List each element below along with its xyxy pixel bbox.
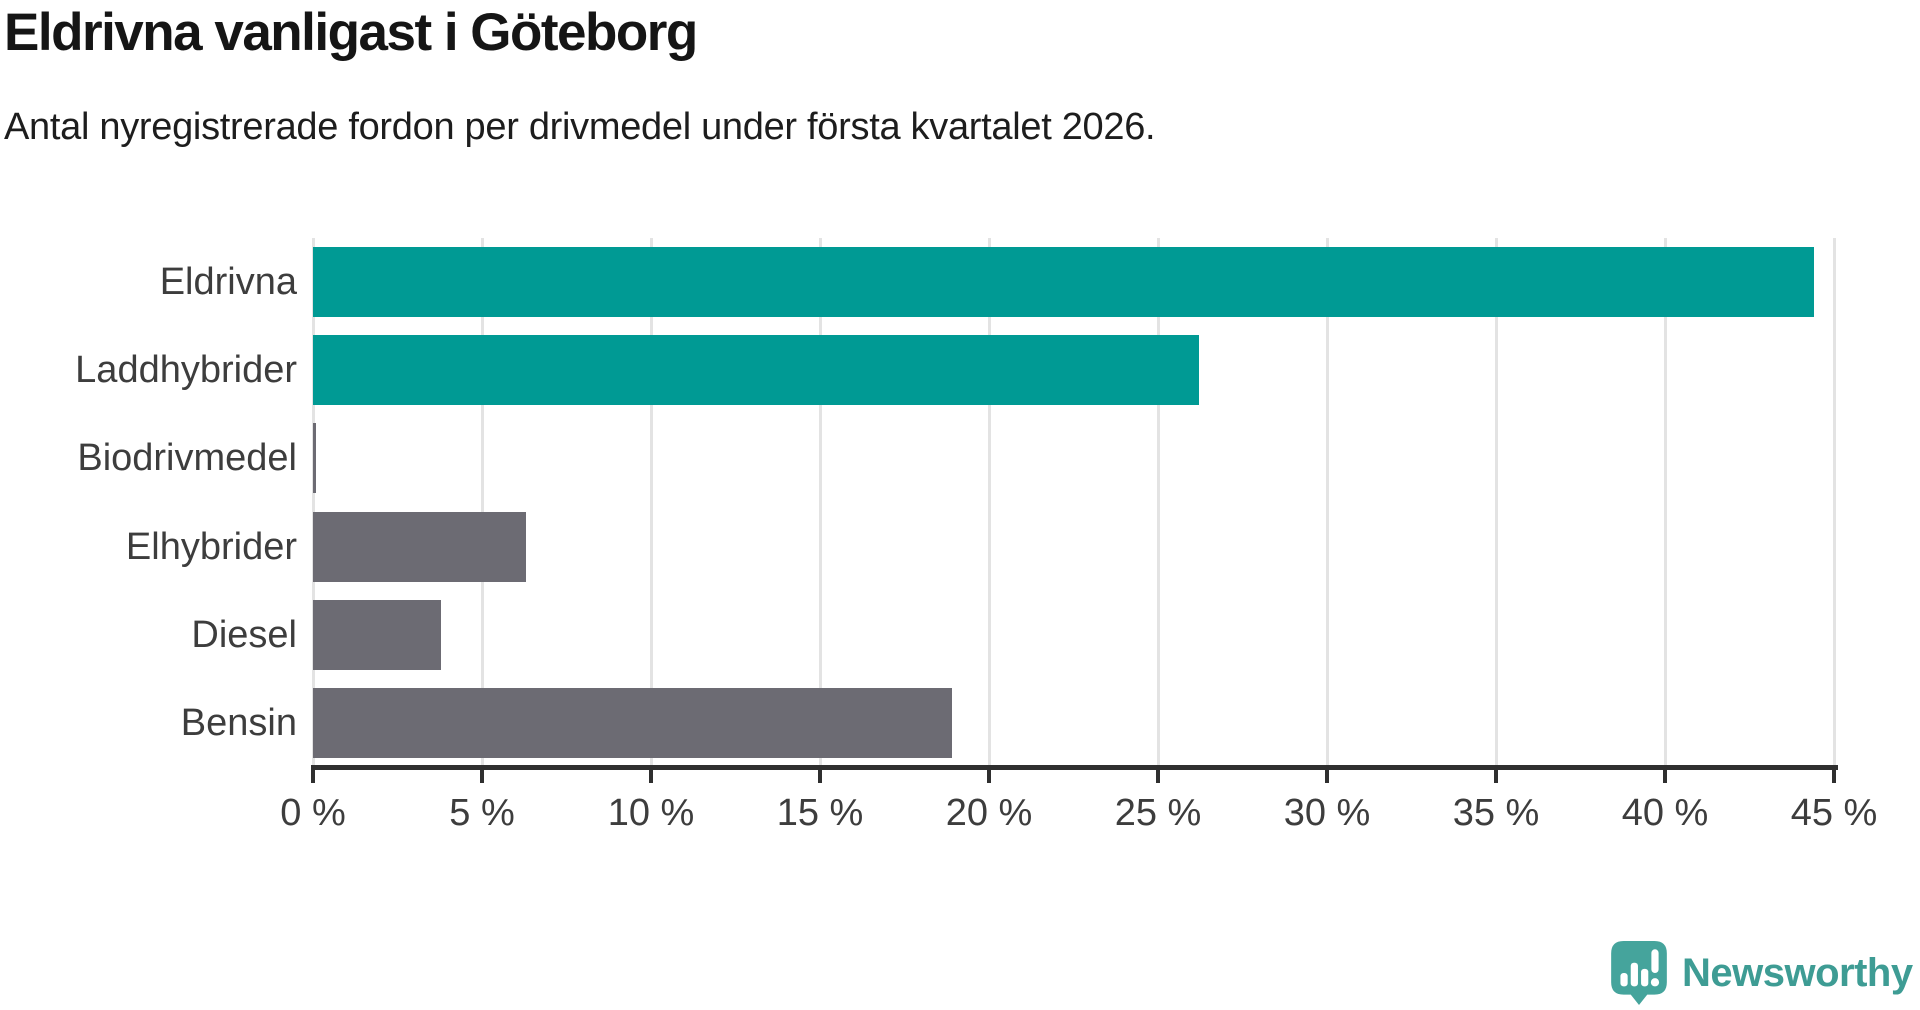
x-tick-label: 15 %	[776, 792, 864, 834]
x-tick	[818, 765, 822, 783]
category-label: Eldrivna	[159, 261, 297, 304]
gridline	[1663, 238, 1667, 765]
bar-elhybrider	[313, 511, 526, 582]
category-label: Diesel	[191, 613, 297, 656]
x-tick	[480, 765, 484, 783]
x-tick	[1832, 765, 1836, 783]
x-tick-label: 0 %	[280, 792, 346, 834]
x-tick-label: 10 %	[607, 792, 695, 834]
x-tick	[649, 765, 653, 783]
bar-bensin	[313, 687, 952, 758]
gridline	[480, 238, 484, 765]
category-label: Bensin	[180, 701, 297, 744]
bar-biodrivmedel	[313, 423, 317, 494]
category-label: Biodrivmedel	[77, 437, 297, 480]
bar-diesel	[313, 599, 442, 670]
x-tick-label: 5 %	[449, 792, 515, 834]
x-tick	[1156, 765, 1160, 783]
category-label: Elhybrider	[125, 525, 297, 568]
x-tick	[1494, 765, 1498, 783]
x-tick-label: 45 %	[1790, 792, 1878, 834]
gridline	[1325, 238, 1329, 765]
x-axis-line	[311, 765, 1838, 770]
x-tick-label: 35 %	[1452, 792, 1540, 834]
gridline	[1494, 238, 1498, 765]
x-tick-label: 25 %	[1114, 792, 1202, 834]
category-label: Laddhybrider	[75, 349, 297, 392]
x-tick	[311, 765, 315, 783]
chart-subtitle: Antal nyregistrerade fordon per drivmede…	[4, 106, 1156, 148]
bar-eldrivna	[313, 247, 1814, 318]
gridline	[1832, 238, 1836, 765]
gridline	[649, 238, 653, 765]
newsworthy-logo-icon	[1611, 941, 1667, 1005]
chart-title: Eldrivna vanligast i Göteborg	[4, 3, 698, 62]
gridline	[987, 238, 991, 765]
x-tick-label: 20 %	[945, 792, 1033, 834]
y-axis-line	[311, 238, 315, 765]
gridline	[1156, 238, 1160, 765]
x-tick	[1663, 765, 1667, 783]
brand-name: Newsworthy	[1682, 950, 1913, 995]
bar-laddhybrider	[313, 335, 1199, 406]
x-tick	[987, 765, 991, 783]
x-tick	[1325, 765, 1329, 783]
gridline	[818, 238, 822, 765]
brand-footer: Newsworthy	[1610, 940, 1913, 1006]
x-tick-label: 40 %	[1621, 792, 1709, 834]
x-tick-label: 30 %	[1283, 792, 1371, 834]
